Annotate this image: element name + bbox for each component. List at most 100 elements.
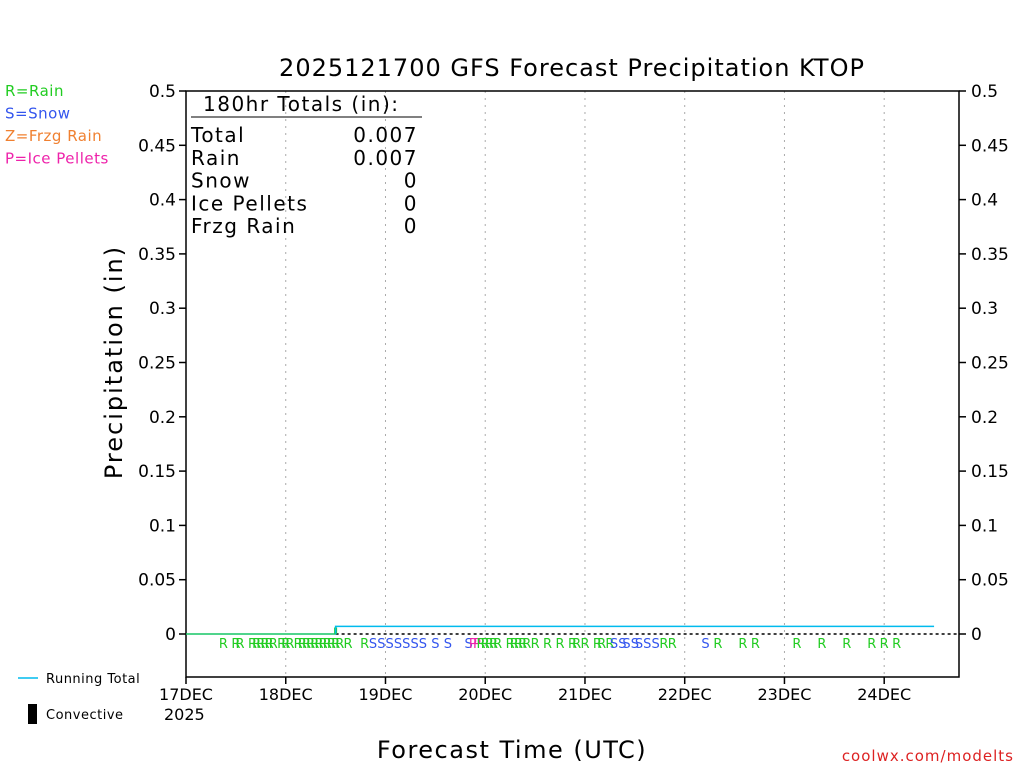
ptype-marker-30: S: [410, 637, 418, 652]
right-y-axis: 0 0.05 0.1 0.15 0.2 0.25 0.3 0.35 0.4 0.45 0.5: [959, 82, 1009, 645]
ptype-marker-0: R: [219, 637, 228, 652]
ptype-marker-63: R: [659, 637, 668, 652]
y-tick-label-right-0.45: 0.45: [971, 136, 1009, 156]
ptype-marker-64: R: [668, 637, 677, 652]
ptype-marker-42: R: [506, 637, 515, 652]
x-tick-label-21DEC: 21DEC: [558, 685, 612, 704]
totals-label-0: Total: [190, 123, 245, 147]
totals-value-4: 0: [404, 214, 418, 238]
y-tick-label-left-0.25: 0.25: [138, 354, 176, 374]
totals-value-3: 0: [404, 191, 418, 215]
x-tick-label-17DEC: 17DEC: [159, 685, 213, 704]
y-tick-label-right-0.4: 0.4: [971, 191, 998, 211]
ptype-marker-65: S: [701, 637, 709, 652]
y-tick-label-left-0.1: 0.1: [149, 516, 176, 536]
ptype-marker-62: S: [651, 637, 659, 652]
y-tick-label-left-0.2: 0.2: [149, 408, 176, 428]
ptype-marker-40: R: [489, 637, 498, 652]
legend-label-0: Running Total: [46, 672, 140, 687]
x-tick-label-19DEC: 19DEC: [358, 685, 412, 704]
series-legend: Running Total Convective: [18, 672, 140, 724]
totals-label-3: Ice Pellets: [191, 191, 308, 215]
ptype-marker-23: R: [344, 637, 353, 652]
y-tick-label-left-0.05: 0.05: [138, 571, 176, 591]
ptype-marker-58: S: [622, 637, 630, 652]
left-y-axis: 0 0.05 0.1 0.15 0.2 0.25 0.3 0.35 0.4 0.45 0.5: [138, 82, 186, 645]
x-tick-label-24DEC: 24DEC: [857, 685, 911, 704]
ptype-marker-11: R: [285, 637, 294, 652]
ptype-marker-72: R: [867, 637, 876, 652]
totals-value-2: 0: [404, 169, 418, 193]
ptype-marker-33: S: [444, 637, 452, 652]
ptype-marker-15: R: [306, 637, 315, 652]
ptype-marker-22: R: [335, 637, 344, 652]
x-axis-label: Forecast Time (UTC): [377, 736, 647, 764]
y-tick-label-right-0.1: 0.1: [971, 516, 998, 536]
totals-label-2: Snow: [191, 169, 251, 193]
ptype-marker-51: R: [572, 637, 581, 652]
y-tick-label-right-0.05: 0.05: [971, 571, 1009, 591]
ptype-marker-20: R: [327, 637, 336, 652]
y-tick-label-right-0.3: 0.3: [971, 299, 998, 319]
ptype-marker-26: S: [377, 637, 385, 652]
ptype-marker-34: S: [464, 637, 472, 652]
x-tick-label-18DEC: 18DEC: [259, 685, 313, 704]
ptype-marker-60: S: [635, 637, 643, 652]
precip-type-legend: R=Rain S=Snow Z=Frzg Rain P=Ice Pellets: [5, 82, 108, 168]
grid-lines: [285, 91, 885, 677]
ptype-marker-4: R: [252, 637, 261, 652]
ptype-marker-25: S: [369, 637, 377, 652]
chart-title: 2025121700 GFS Forecast Precipitation KT…: [279, 54, 865, 82]
y-tick-label-left-0.45: 0.45: [138, 136, 176, 156]
ptype-marker-46: R: [522, 637, 531, 652]
ptype-marker-13: R: [298, 637, 307, 652]
ptype-marker-53: R: [593, 637, 602, 652]
legend-swatch-1: [28, 704, 37, 724]
ptype-marker-50: R: [568, 637, 577, 652]
ptype-marker-35: P: [469, 637, 477, 652]
ptype-marker-12: R: [294, 637, 303, 652]
ptype-marker-71: R: [842, 637, 851, 652]
ptype-marker-54: R: [597, 637, 606, 652]
x-tick-label-22DEC: 22DEC: [658, 685, 712, 704]
legend-label-1: Convective: [46, 708, 124, 723]
ptype-marker-47: R: [531, 637, 540, 652]
totals-value-0: 0.007: [353, 123, 418, 147]
totals-label-4: Frzg Rain: [191, 214, 296, 238]
ptype-marker-17: R: [314, 637, 323, 652]
ptype-marker-5: R: [256, 637, 265, 652]
series-line-0: [186, 625, 935, 635]
ptype-marker-36: P: [473, 637, 481, 652]
ptype-marker-29: S: [402, 637, 410, 652]
y-tick-label-right-0: 0: [971, 625, 982, 645]
ptype-marker-31: S: [419, 637, 427, 652]
totals-box: 180hr Totals (in): Total 0.007 Rain 0.007 Sn…: [190, 92, 422, 238]
y-tick-label-right-0.2: 0.2: [971, 408, 998, 428]
totals-value-1: 0.007: [353, 146, 418, 170]
y-tick-label-right-0.25: 0.25: [971, 354, 1009, 374]
ptype-marker-9: R: [277, 637, 286, 652]
ptype-marker-32: S: [431, 637, 439, 652]
y-tick-label-left-0.5: 0.5: [149, 82, 176, 102]
plot-frame: [185, 90, 960, 678]
year-label: 2025: [164, 705, 205, 724]
ptype-marker-55: R: [605, 637, 614, 652]
ptype-marker-18: R: [319, 637, 328, 652]
ptype-marker-45: R: [518, 637, 527, 652]
y-tick-label-left-0.15: 0.15: [138, 462, 176, 482]
legend-type-1: S=Snow: [5, 105, 71, 123]
ptype-marker-38: R: [481, 637, 490, 652]
ptype-marker-8: R: [269, 637, 278, 652]
ptype-marker-67: R: [738, 637, 747, 652]
x-axis: 17DEC 18DEC 19DEC 20DEC 21DEC 22DEC 23DEC 24DEC: [159, 677, 911, 704]
y-tick-label-left-0: 0: [165, 625, 176, 645]
ptype-marker-61: S: [643, 637, 651, 652]
series-layer: [186, 625, 959, 635]
x-tick-label-20DEC: 20DEC: [458, 685, 512, 704]
credit-text: coolwx.com/modelts: [842, 747, 1014, 765]
ptype-marker-28: S: [394, 637, 402, 652]
y-tick-label-right-0.35: 0.35: [971, 245, 1009, 265]
ptype-marker-74: R: [892, 637, 901, 652]
ptype-marker-49: R: [556, 637, 565, 652]
